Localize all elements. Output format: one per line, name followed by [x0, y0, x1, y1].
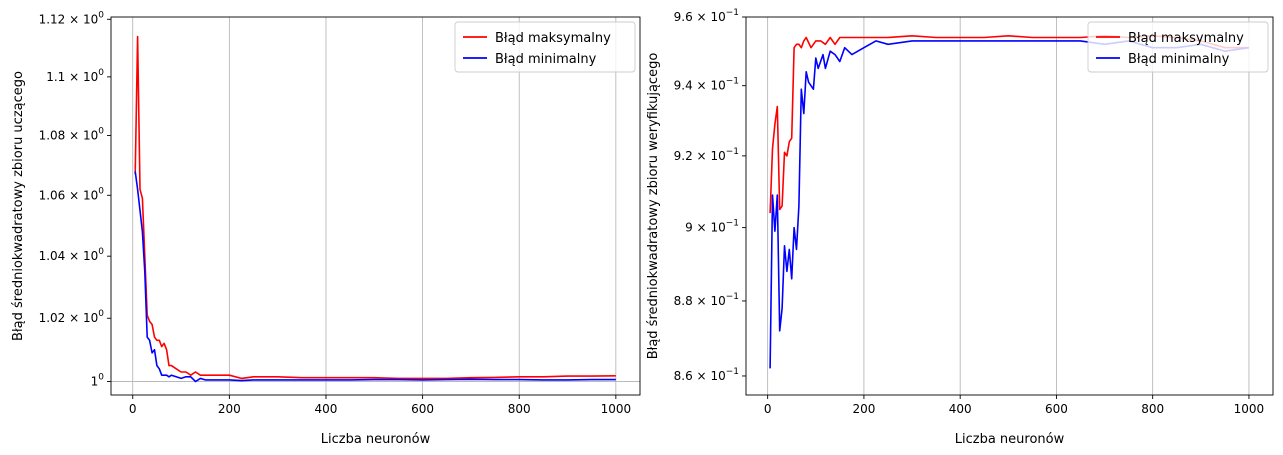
y-tick-label: 1.04 × 100 — [39, 247, 105, 263]
x-tick-label: 200 — [218, 402, 241, 416]
y-tick-mantissa: 1.1 × — [46, 70, 83, 84]
legend: Błąd maksymalny Błąd minimalny — [1087, 21, 1269, 73]
x-tick-label: 0 — [764, 402, 772, 416]
y-tick-mantissa: 8.6 × — [674, 369, 711, 383]
y-tick-mantissa: 9.4 × — [674, 79, 711, 93]
y-tick-mantissa: 1.02 × — [39, 311, 83, 325]
legend: Błąd maksymalny Błąd minimalny — [454, 21, 636, 73]
y-tick-mantissa: 1.06 × — [39, 188, 83, 202]
y-tick-mantissa: 8.8 × — [674, 294, 711, 308]
x-tick-label: 200 — [852, 402, 875, 416]
y-tick-base: 10 — [710, 221, 725, 235]
x-tick-label: 600 — [1045, 402, 1068, 416]
y-tick-mantissa: 1.08 × — [39, 129, 83, 143]
y-tick-mantissa: 9 × — [685, 221, 710, 235]
y-tick-label: 8.6 × 10−1 — [674, 367, 739, 383]
legend-box — [454, 21, 636, 73]
legend-label: Błąd maksymalny — [495, 31, 611, 46]
y-tick-base: 10 — [83, 70, 98, 84]
y-tick-label: 1.06 × 100 — [39, 186, 105, 202]
x-axis-title: Liczba neuronów — [321, 432, 431, 447]
y-tick-exponent: −1 — [726, 8, 739, 18]
y-tick-exponent: 0 — [98, 186, 104, 196]
y-axis-title: Błąd średniokwadratowy zbioru weryfikują… — [646, 53, 661, 360]
y-tick-exponent: 0 — [98, 309, 104, 319]
y-tick-label: 1.1 × 100 — [46, 68, 104, 84]
y-tick-base: 10 — [83, 311, 98, 325]
plot-frame — [745, 16, 1274, 396]
y-tick-base: 10 — [83, 188, 98, 202]
legend-label: Błąd maksymalny — [1128, 31, 1244, 46]
y-tick-exponent: −1 — [726, 292, 739, 302]
x-tick-label: 400 — [949, 402, 972, 416]
x-tick-label: 400 — [315, 402, 338, 416]
y-tick-label: 9.4 × 10−1 — [674, 77, 739, 93]
legend-label: Błąd minimalny — [495, 52, 597, 67]
y-tick-label: 1.08 × 100 — [39, 127, 105, 143]
series-line-min — [769, 40, 1250, 369]
series-line-max — [134, 35, 616, 380]
y-tick-exponent: 0 — [98, 68, 104, 78]
y-tick-exponent: −1 — [726, 219, 739, 229]
series-line-min — [134, 171, 616, 383]
y-tick-base: 10 — [710, 149, 725, 163]
plot-frame — [110, 16, 641, 396]
y-tick-base: 10 — [710, 294, 725, 308]
x-axis-title: Liczba neuronów — [955, 432, 1065, 447]
y-tick-base: 10 — [710, 79, 725, 93]
y-tick-exponent: −1 — [726, 77, 739, 87]
y-tick-base: 10 — [83, 12, 98, 26]
y-tick-exponent: −1 — [726, 147, 739, 157]
y-axis-title: Błąd średniokwadratowy zbioru uczącego — [11, 71, 26, 341]
y-tick-exponent: 0 — [98, 373, 104, 383]
y-tick-mantissa: 1.04 × — [39, 249, 83, 263]
y-tick-base: 1 — [91, 375, 99, 389]
y-tick-mantissa: 9.6 × — [674, 10, 711, 24]
x-tick-label: 600 — [411, 402, 434, 416]
y-tick-label: 9 × 10−1 — [685, 219, 739, 235]
y-tick-base: 10 — [83, 129, 98, 143]
y-tick-mantissa: 1.12 × — [39, 12, 83, 26]
y-tick-base: 10 — [83, 249, 98, 263]
x-tick-label: 1000 — [1234, 402, 1265, 416]
y-tick-label: 1.12 × 100 — [39, 10, 105, 26]
y-tick-exponent: 0 — [98, 10, 104, 20]
y-tick-label: 1.02 × 100 — [39, 309, 105, 325]
x-tick-label: 800 — [508, 402, 531, 416]
y-tick-base: 10 — [710, 10, 725, 24]
y-tick-label: 10 — [91, 373, 105, 389]
y-tick-exponent: 0 — [98, 127, 104, 137]
y-tick-label: 9.2 × 10−1 — [674, 147, 739, 163]
legend-box — [1087, 21, 1269, 73]
x-tick-label: 0 — [129, 402, 137, 416]
x-tick-label: 1000 — [601, 402, 632, 416]
y-tick-label: 9.6 × 10−1 — [674, 8, 739, 24]
y-tick-label: 8.8 × 10−1 — [674, 292, 739, 308]
x-tick-label: 800 — [1141, 402, 1164, 416]
y-tick-exponent: 0 — [98, 247, 104, 257]
y-tick-base: 10 — [710, 369, 725, 383]
y-tick-exponent: −1 — [726, 367, 739, 377]
legend-label: Błąd minimalny — [1128, 52, 1230, 67]
y-tick-mantissa: 9.2 × — [674, 149, 711, 163]
